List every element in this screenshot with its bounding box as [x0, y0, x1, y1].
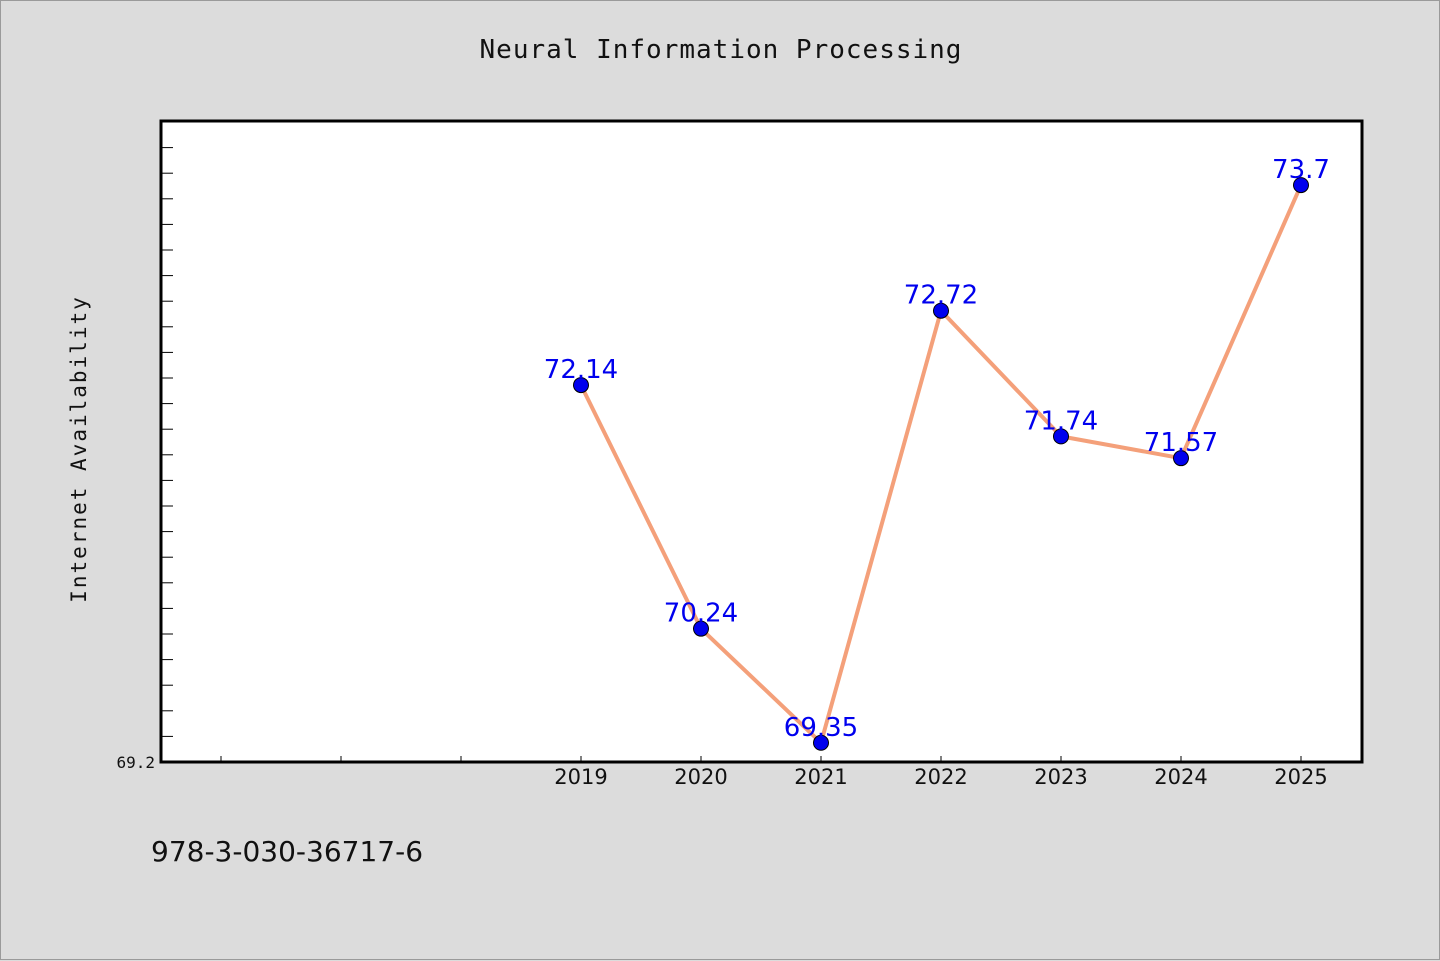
data-label: 70.24	[664, 599, 738, 629]
x-tick-label: 2025	[1274, 765, 1327, 789]
data-point	[1173, 450, 1189, 467]
data-label: 72.72	[904, 281, 978, 311]
data-point	[1053, 428, 1069, 445]
data-series: 72.14 70.24 69.35 72.72 71.74 71.57 73.7	[544, 155, 1330, 751]
data-label: 71.57	[1144, 428, 1218, 458]
data-point	[693, 620, 709, 637]
x-tick-label: 2023	[1034, 765, 1087, 789]
x-tick-label: 2021	[794, 765, 847, 789]
isbn-footer: 978-3-030-36717-6	[151, 835, 424, 868]
chart-title: Neural Information Processing	[479, 35, 963, 65]
plot-area	[159, 119, 1364, 764]
data-label: 69.35	[784, 713, 858, 743]
data-point	[933, 302, 949, 319]
x-tick-label: 2019	[554, 765, 607, 789]
x-tick-label: 2020	[674, 765, 727, 789]
data-label: 72.14	[544, 355, 618, 385]
data-point	[813, 734, 829, 751]
y-tick-label: 69.2	[116, 753, 155, 772]
x-tick-label: 2022	[914, 765, 967, 789]
data-point	[573, 377, 589, 394]
data-label: 71.74	[1024, 406, 1098, 436]
y-axis-ticks: 69.2	[116, 147, 173, 772]
data-point	[1293, 177, 1309, 194]
x-tick-label: 2024	[1154, 765, 1207, 789]
x-axis-ticks: 2019 2020 2021 2022 2023 2024 2025	[220, 756, 1328, 789]
data-label: 73.7	[1272, 155, 1330, 185]
